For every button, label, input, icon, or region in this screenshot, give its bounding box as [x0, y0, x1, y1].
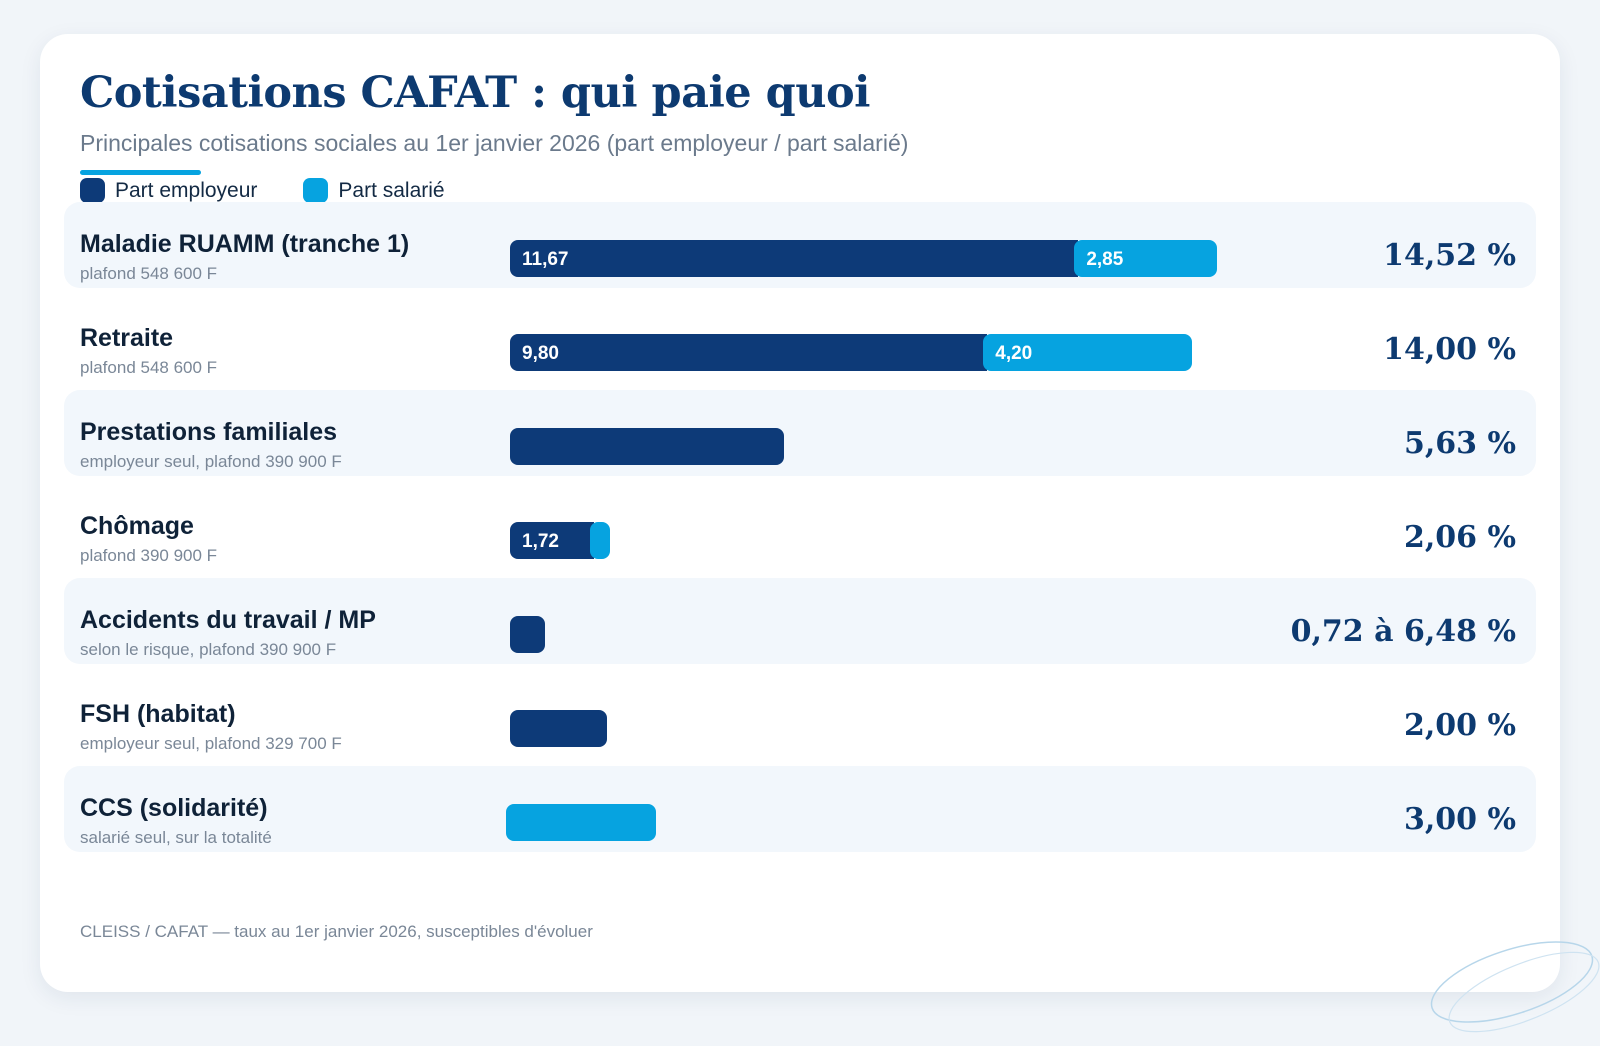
category-label: CCS (solidarité) — [80, 794, 268, 822]
category-label: Prestations familiales — [80, 418, 338, 446]
category-note: plafond 548 600 F — [80, 358, 218, 377]
bar-employee — [506, 804, 657, 841]
chart-row-prestations-familiales: Prestations familiales employeur seul, pl… — [64, 390, 1536, 476]
total-rate: 0,72 à 6,48 % — [1290, 614, 1516, 649]
source-note: CLEISS / CAFAT — taux au 1er janvier 202… — [80, 922, 593, 941]
bar-employee: 2,85 — [1074, 240, 1218, 277]
bar-employee — [589, 522, 611, 559]
legend-item-employee: Part salarié — [303, 178, 445, 203]
title-accent-line — [80, 170, 201, 175]
total-rate: 14,52 % — [1383, 238, 1516, 273]
bar-employer — [510, 616, 546, 653]
chart-row-retraite: Retraite plafond 548 600 F 9,80 4,20 14,00 % — [64, 296, 1536, 382]
chart-row-accidents-du-travail-mp: Accidents du travail / MP selon le risque… — [64, 578, 1536, 664]
category-label: Chômage — [80, 512, 194, 540]
bar-employer: 9,80 — [510, 334, 988, 371]
category-note: salarié seul, sur la totalité — [80, 828, 272, 847]
bar-employee: 4,20 — [983, 334, 1192, 371]
legend-label-employee: Part salarié — [338, 178, 445, 202]
category-label: FSH (habitat) — [80, 700, 236, 728]
category-label: Accidents du travail / MP — [80, 606, 376, 634]
category-note: employeur seul, plafond 329 700 F — [80, 734, 342, 753]
legend-swatch-employer — [80, 178, 105, 203]
category-label: Retraite — [80, 324, 174, 352]
bar-employer: 1,72 — [510, 522, 594, 559]
chart-legend: Part employeur Part salarié — [80, 178, 491, 203]
chart-title: Cotisations CAFAT : qui paie quoi — [80, 68, 870, 118]
chart-row-maladie-ruamm-tranche-1: Maladie RUAMM (tranche 1) plafond 548 600… — [64, 202, 1536, 288]
total-rate: 5,63 % — [1403, 426, 1516, 461]
total-rate: 3,00 % — [1403, 802, 1516, 837]
decorative-ellipses-icon — [1430, 941, 1600, 1033]
chart-row-chomage: Chômage plafond 390 900 F 1,72 2,06 % — [64, 484, 1536, 570]
category-note: plafond 390 900 F — [80, 546, 218, 565]
total-rate: 14,00 % — [1383, 332, 1516, 367]
bar-employer — [510, 710, 608, 747]
chart-row-ccs-solidarite: CCS (solidarité) salarié seul, sur la tot… — [64, 766, 1536, 852]
category-note: employeur seul, plafond 390 900 F — [80, 452, 342, 471]
chart-subtitle: Principales cotisations sociales au 1er … — [80, 130, 909, 156]
legend-swatch-employee — [303, 178, 329, 203]
total-rate: 2,06 % — [1403, 520, 1516, 555]
legend-item-employer: Part employeur — [80, 178, 257, 203]
category-note: selon le risque, plafond 390 900 F — [80, 640, 337, 659]
category-note: plafond 548 600 F — [80, 264, 218, 283]
legend-label-employer: Part employeur — [115, 178, 258, 202]
bar-employer — [510, 428, 785, 465]
chart-row-fsh-habitat: FSH (habitat) employeur seul, plafond 329… — [64, 672, 1536, 758]
category-label: Maladie RUAMM (tranche 1) — [80, 230, 410, 258]
bar-employer: 11,67 — [510, 240, 1079, 277]
total-rate: 2,00 % — [1403, 708, 1516, 743]
